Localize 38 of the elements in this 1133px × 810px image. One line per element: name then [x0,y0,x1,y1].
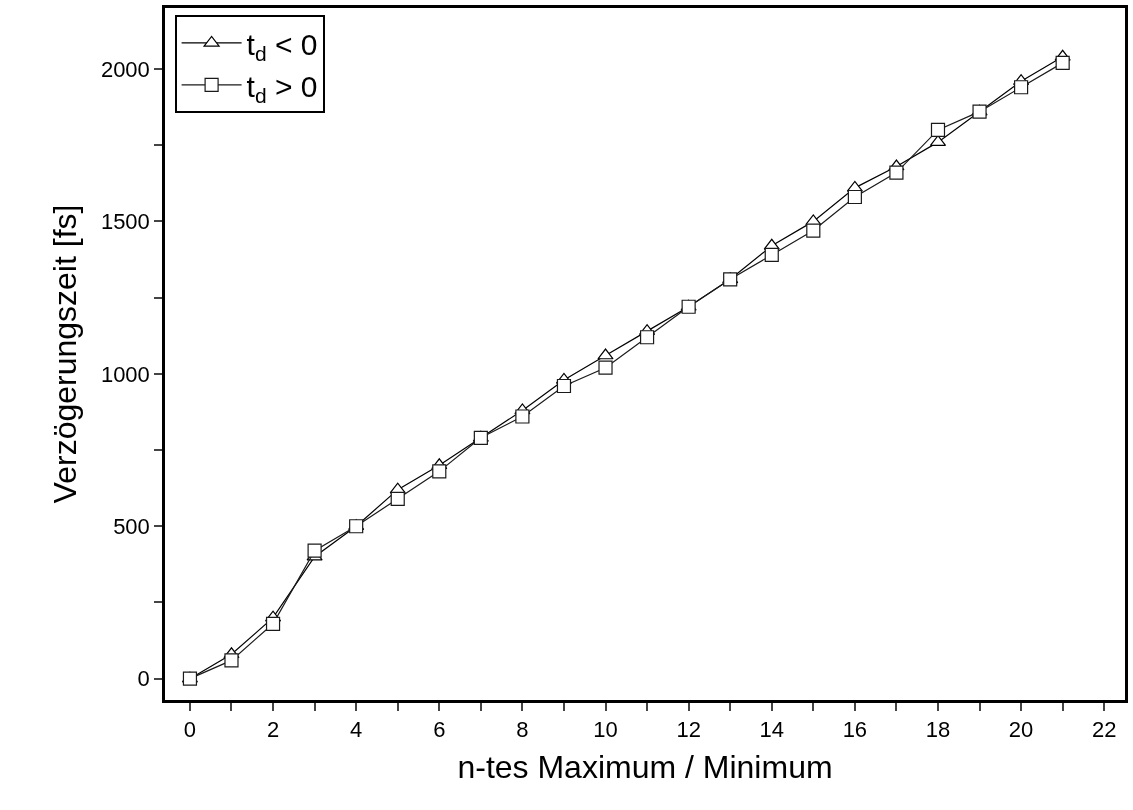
point [639,330,655,345]
x-tick-label: 12 [676,717,701,743]
x-tick-label: 4 [350,717,363,743]
x-tick-label: 6 [433,717,446,743]
y-tick-label: 1000 [100,361,150,387]
x-tick-label: 20 [1008,717,1034,743]
legend-label: t$_{d}$ < 0 [246,27,318,65]
point [598,360,613,375]
x-tick-label: 18 [925,717,951,743]
y-tick-label: 2000 [100,56,150,82]
point [889,165,904,180]
x-tick-label: 16 [842,717,868,743]
point [806,223,821,238]
y-tick-label: 500 [113,513,150,539]
x-tick-label: 2 [266,717,280,743]
point [307,543,322,558]
point [515,409,530,424]
point [224,653,239,668]
point [1014,80,1029,95]
y-axis-title: Verzögerungszeit [fs] [47,204,84,504]
x-tick-label: 10 [593,717,618,743]
x-tick-label: 0 [183,717,197,743]
legend-label: t$_{d}$ > 0 [246,69,318,107]
point [556,378,572,394]
point [265,616,281,631]
point [764,247,779,263]
point [597,348,614,360]
x-tick-label: 22 [1091,717,1117,743]
point [847,189,862,205]
y-tick-label: 1500 [100,209,150,235]
point [390,491,405,506]
x-tick-label: 14 [759,717,784,743]
point [930,122,946,138]
point [1055,55,1070,70]
point [432,464,447,479]
x-tick-label: 8 [516,717,529,743]
y-tick-label: 0 [137,666,150,692]
x-axis-title: n-tes Maximum / Minimum [457,749,833,786]
